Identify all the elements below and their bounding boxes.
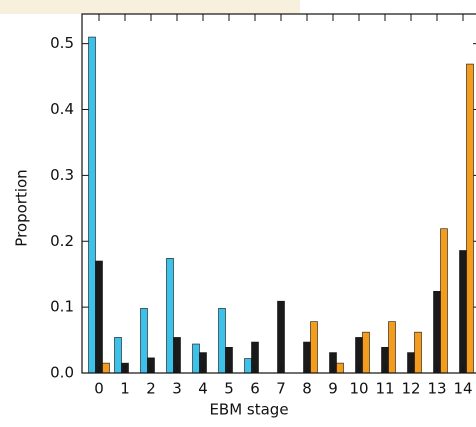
y-tick-label: 0.0 (50, 364, 74, 382)
plot-frame (81, 13, 476, 374)
bar (166, 258, 174, 374)
bar (140, 308, 148, 374)
bar (414, 331, 422, 374)
bar (388, 321, 396, 374)
x-tick-label: 3 (172, 380, 182, 398)
bar (244, 358, 252, 374)
y-tick-label: 0.5 (50, 34, 74, 52)
y-tick-label: 0.4 (50, 100, 74, 118)
x-tick-label: 10 (349, 380, 368, 398)
x-axis-label: EBM stage (209, 401, 288, 419)
bar (95, 260, 103, 374)
y-axis-label: Proportion (13, 169, 31, 246)
x-tick-label: 13 (427, 380, 446, 398)
x-tick-label: 6 (250, 380, 260, 398)
x-tick-label: 12 (401, 380, 420, 398)
bar (218, 308, 226, 374)
x-tick-label: 9 (328, 380, 338, 398)
bar (362, 331, 370, 374)
y-tick-label: 0.3 (50, 166, 74, 184)
bar (114, 337, 122, 374)
x-tick-label: 5 (224, 380, 234, 398)
x-tick-label: 2 (146, 380, 156, 398)
bar (192, 343, 200, 374)
x-tick-label: 14 (453, 380, 472, 398)
x-tick-label: 4 (198, 380, 208, 398)
x-tick-label: 7 (276, 380, 286, 398)
y-tick-label: 0.1 (50, 298, 74, 316)
bar (459, 250, 467, 374)
y-tick-label: 0.2 (50, 232, 74, 250)
bar (277, 300, 285, 374)
bar (102, 362, 110, 374)
x-tick-label: 8 (302, 380, 312, 398)
bar (88, 36, 96, 374)
top-band (0, 0, 300, 14)
bar (336, 362, 344, 374)
bar (466, 63, 474, 374)
bar (433, 291, 441, 374)
bar (310, 321, 318, 374)
bar (440, 228, 448, 374)
x-tick-label: 1 (120, 380, 130, 398)
x-tick-label: 0 (94, 380, 104, 398)
x-tick-label: 11 (375, 380, 394, 398)
